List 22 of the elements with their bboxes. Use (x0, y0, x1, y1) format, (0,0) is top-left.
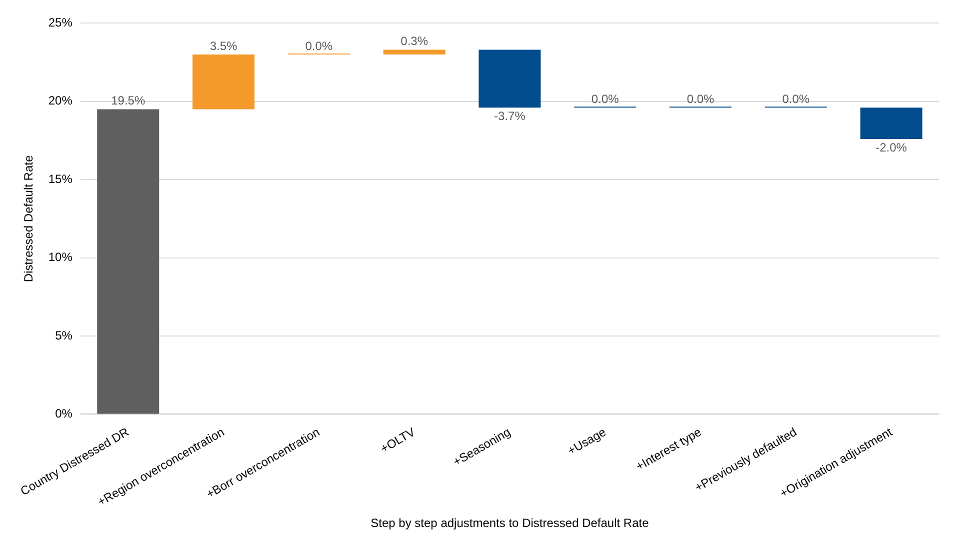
data-label: 3.5% (210, 38, 238, 53)
y-axis-title: Distressed Default Rate (22, 155, 36, 282)
y-tick-label: 10% (48, 250, 73, 264)
bar (97, 109, 160, 414)
bar (383, 50, 446, 54)
data-label: -3.7% (494, 108, 526, 123)
bar (478, 50, 541, 108)
data-label: 0.0% (305, 38, 333, 53)
data-label: 0.3% (400, 34, 428, 48)
x-axis-title: Step by step adjustments to Distressed Default Rate (370, 516, 650, 530)
data-label: 0.0% (686, 92, 715, 106)
bar (860, 108, 922, 139)
bar (192, 54, 255, 110)
data-label: -2.0% (876, 140, 908, 154)
y-tick-label: 25% (48, 16, 73, 30)
y-tick-label: 5% (55, 328, 73, 342)
y-tick-label: 15% (48, 172, 73, 186)
data-label: 19.5% (111, 94, 146, 108)
y-tick-label: 0% (55, 406, 73, 421)
data-label: 0.0% (591, 92, 620, 106)
y-tick-label: 20% (48, 94, 73, 108)
data-label: 0.0% (782, 92, 810, 106)
